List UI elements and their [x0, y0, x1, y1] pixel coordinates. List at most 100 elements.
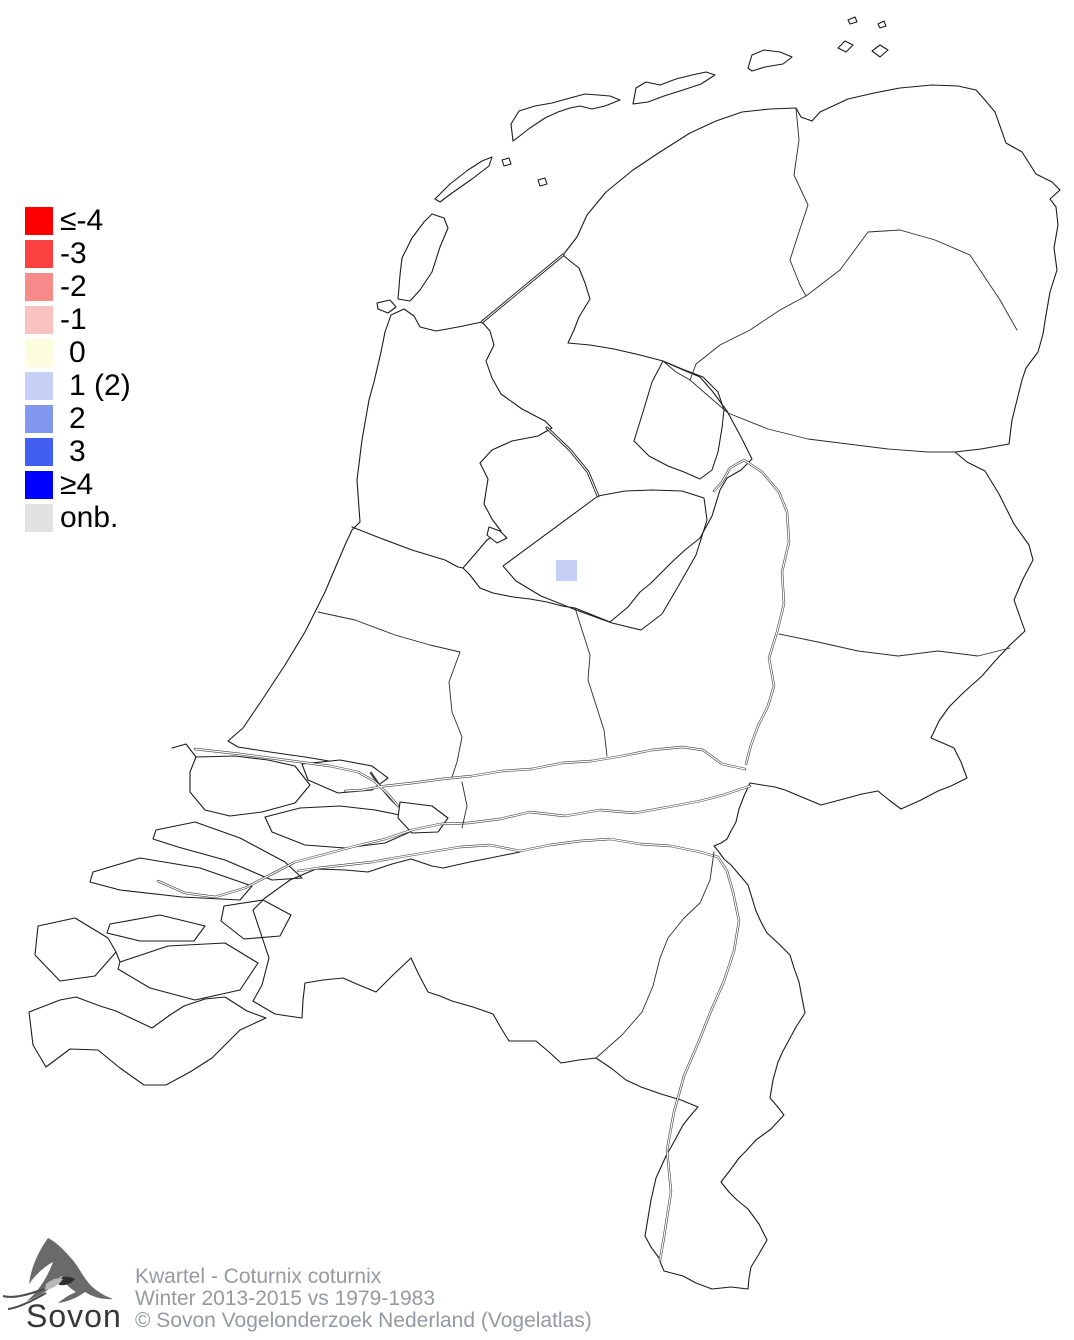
island-goeree-overflakkee — [152, 821, 303, 881]
island-richel — [501, 157, 512, 167]
legend-row: -3 — [25, 237, 131, 270]
border-brabant-limburg — [595, 851, 715, 1059]
border-utrecht-gelderland — [574, 607, 608, 757]
river-maas — [296, 837, 741, 1262]
border-zuidholland-gelderland — [461, 781, 468, 829]
island-rottumeroog — [871, 44, 889, 58]
observation-cell — [556, 560, 577, 581]
legend-label: -2 — [60, 269, 87, 303]
island-ameland — [632, 71, 716, 105]
river-maas-core — [297, 838, 740, 1261]
coast-west-dunes — [227, 314, 392, 774]
province-borders — [317, 107, 1018, 1059]
legend-swatch — [25, 338, 53, 367]
legend-swatch — [25, 206, 53, 235]
legend-row: -2 — [25, 270, 131, 303]
europoort-harbor — [171, 743, 197, 758]
legend-label: 1 (2) — [69, 368, 131, 402]
flevoland-polders — [502, 360, 725, 631]
legend-label: 2 — [69, 401, 86, 435]
legend-row: 3 — [25, 435, 131, 468]
islet-north-2 — [877, 20, 887, 29]
legend: ≤-4 -3 -2 -1 0 1 (2) 2 3 ≥4 onb. — [25, 204, 131, 534]
legend-swatch — [25, 437, 53, 466]
legend-label: ≤-4 — [60, 203, 104, 237]
border-drenthe-overijssel — [689, 379, 956, 453]
island-terschelling — [510, 93, 621, 142]
river-waal-core — [157, 785, 751, 898]
island-schiermonnikoog — [747, 49, 793, 72]
islet-north-1 — [847, 16, 858, 25]
border-utrecht-zuidholland — [448, 651, 463, 778]
island-walcheren — [34, 917, 117, 982]
legend-swatch — [25, 305, 53, 334]
legend-swatch — [25, 503, 53, 532]
flevoland — [502, 489, 708, 631]
river-ijssel-core — [713, 459, 790, 765]
legend-label: -3 — [60, 236, 87, 270]
legend-row: onb. — [25, 501, 131, 534]
legend-label: onb. — [60, 500, 119, 534]
caption-species: Kwartel - Coturnix coturnix — [135, 1265, 382, 1288]
legend-row: -1 — [25, 303, 131, 336]
legend-label: 0 — [69, 335, 86, 369]
legend-row: 0 — [25, 336, 131, 369]
island-noord-beveland — [106, 914, 206, 942]
legend-label: -1 — [60, 302, 87, 336]
river-lek-core — [344, 746, 746, 792]
country-outline — [227, 84, 1061, 1290]
island-schouwen-duiveland — [89, 857, 253, 901]
island-texel — [397, 213, 449, 302]
legend-swatch — [25, 404, 53, 433]
legend-row: ≤-4 — [25, 204, 131, 237]
legend-label: 3 — [69, 434, 86, 468]
rivers — [156, 458, 791, 1262]
legend-row: ≥4 — [25, 468, 131, 501]
border-overijssel-gelderland — [778, 633, 1011, 657]
bird-tail-streamers — [2, 1288, 47, 1310]
observation-cells — [39, 560, 577, 958]
legend-swatch — [25, 272, 53, 301]
border-friesland-drenthe — [689, 295, 807, 381]
legend-label: ≥4 — [60, 467, 94, 501]
walcheren-isthmus — [115, 951, 121, 963]
wadden-islands — [376, 16, 889, 314]
border-groningen-drenthe — [805, 229, 1018, 331]
houtribdijk-core — [546, 427, 599, 497]
sovon-logo-text: Sovon — [26, 1298, 122, 1334]
caption-period: Winter 2013-2015 vs 1979-1983 — [135, 1287, 436, 1310]
sovon-logo-bird-icon — [2, 1238, 113, 1310]
brabant-west-coast — [252, 851, 521, 1002]
legend-row: 1 (2) — [25, 369, 131, 402]
border-friesland-overijssel — [662, 360, 691, 381]
zeeuws-vlaanderen — [28, 996, 267, 1086]
noordzeekanaal — [351, 526, 464, 569]
bird-body-sheen — [45, 1278, 63, 1290]
island-rottumerplaat — [837, 40, 854, 53]
dikes — [480, 253, 600, 498]
afsluitdijk-core — [481, 254, 564, 323]
river-lek — [343, 745, 747, 793]
island-zuid-beveland — [117, 942, 259, 1001]
delta-islands — [28, 743, 521, 1086]
river-ijssel — [712, 458, 791, 766]
houtribdijk — [545, 426, 600, 498]
legend-swatch — [25, 371, 53, 400]
bird-wings — [27, 1238, 113, 1303]
coast-north-east-south — [252, 84, 1061, 1290]
caption-copyright: © Sovon Vogelonderzoek Nederland (Vogela… — [135, 1309, 592, 1332]
island-vlieland — [434, 156, 493, 203]
island-voorne-putten — [189, 755, 311, 817]
border-noordholland-zuidholland — [317, 611, 461, 653]
island-marken — [486, 526, 508, 544]
island-griend — [537, 177, 548, 187]
legend-row: 2 — [25, 402, 131, 435]
nieuwe-waterweg-core — [194, 748, 399, 807]
legend-swatch — [25, 470, 53, 499]
border-friesland-groningen — [789, 107, 809, 297]
legend-swatch — [25, 239, 53, 268]
island-hoeksche-waard — [264, 805, 413, 849]
noordoostpolder — [633, 360, 725, 480]
